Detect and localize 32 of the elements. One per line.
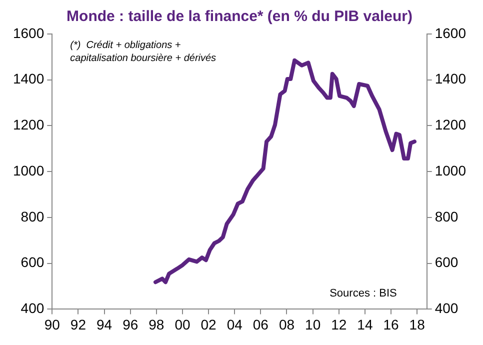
x-tick-label: 92 [70, 316, 86, 332]
y-tick-label: 1600 [12, 24, 44, 41]
y2-tick-label: 1600 [434, 24, 466, 41]
y2-tick-label: 1000 [434, 162, 466, 178]
y-tick-label: 1400 [12, 70, 44, 87]
y2-tick-label: 600 [434, 254, 458, 270]
x-tick-label: 94 [96, 316, 112, 332]
x-tick-label: 18 [409, 316, 426, 332]
x-tick-label: 96 [122, 316, 138, 332]
x-tick-label: 98 [148, 316, 164, 332]
annotation: Sources : BIS [330, 288, 397, 300]
y2-tick-label: 1400 [434, 70, 466, 87]
y-tick-label: 400 [20, 300, 44, 316]
x-tick-label: 04 [226, 316, 243, 332]
x-tick-label: 00 [174, 316, 190, 332]
y-tick-label: 1000 [12, 162, 44, 178]
y2-tick-label: 1200 [434, 116, 466, 133]
y-tick-label: 800 [20, 208, 44, 224]
annotation: (*) Crédit + obligations + capitalisation boursière + dérivés [70, 40, 216, 64]
y2-tick-label: 800 [434, 208, 458, 224]
x-tick-label: 08 [278, 316, 295, 332]
y-tick-label: 600 [20, 254, 44, 270]
x-tick-label: 02 [200, 316, 217, 332]
x-tick-label: 14 [357, 316, 373, 332]
y-tick-label: 1200 [12, 116, 44, 133]
x-tick-label: 12 [331, 316, 347, 332]
x-tick-label: 10 [305, 316, 321, 332]
chart-title: Monde : taille de la finance* (en % du PIB valeur) [66, 8, 412, 26]
y2-tick-label: 400 [434, 300, 458, 316]
x-tick-label: 90 [44, 316, 60, 332]
x-tick-label: 16 [383, 316, 400, 332]
x-tick-label: 06 [252, 316, 269, 332]
